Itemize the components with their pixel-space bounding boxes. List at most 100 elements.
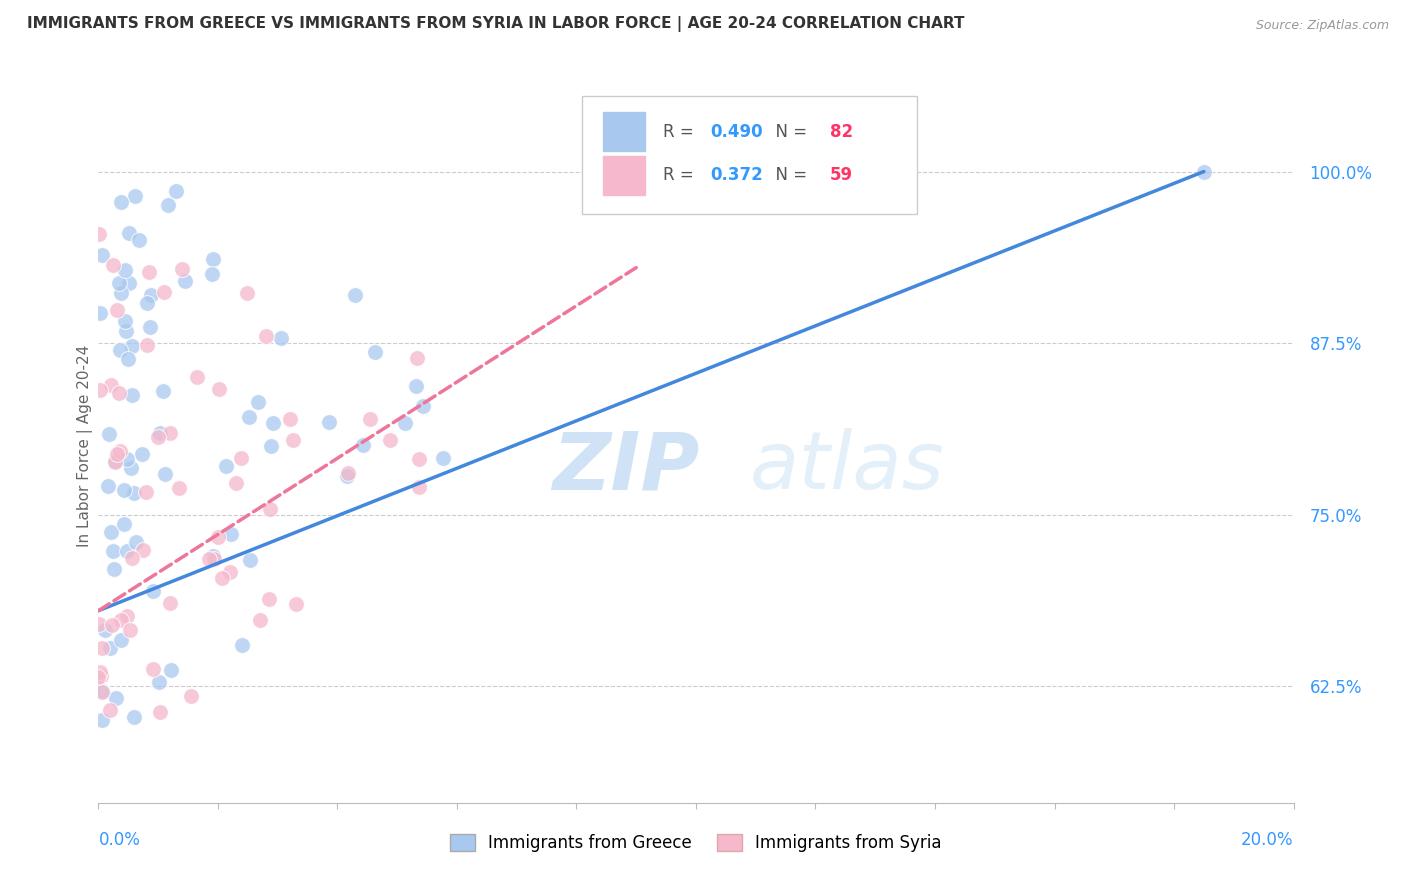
Point [149, 425, 172, 440]
Point [108, 276, 131, 290]
Point [118, 227, 141, 241]
Point [115, 544, 138, 558]
Point [337, 466, 360, 480]
Point [114, 262, 136, 277]
Point [149, 706, 172, 720]
Point [89, 665, 111, 680]
Point [141, 288, 163, 302]
Point [159, 663, 181, 677]
Point [229, 450, 252, 465]
Point [90, 248, 112, 262]
Point [202, 551, 225, 566]
Text: 82: 82 [830, 123, 853, 141]
Point [100, 524, 122, 539]
Point [262, 417, 284, 431]
Point [281, 433, 304, 447]
Point [121, 550, 143, 565]
Point [128, 233, 150, 247]
Point [87, 227, 110, 242]
Point [211, 571, 233, 585]
Point [148, 675, 170, 690]
Point [91, 685, 114, 699]
Point [236, 285, 259, 300]
Text: R =: R = [662, 123, 699, 141]
Point [238, 410, 260, 425]
Point [201, 267, 224, 281]
FancyBboxPatch shape [582, 96, 917, 214]
Point [104, 454, 127, 468]
Point [89, 383, 111, 397]
Point [120, 460, 142, 475]
Point [408, 452, 430, 467]
Point [208, 382, 231, 396]
Legend: Immigrants from Greece, Immigrants from Syria: Immigrants from Greece, Immigrants from … [443, 827, 949, 859]
Text: 0.490: 0.490 [710, 123, 763, 141]
Point [170, 261, 193, 276]
Point [115, 324, 138, 338]
Point [91, 684, 114, 698]
Point [260, 439, 283, 453]
Point [87, 617, 110, 632]
Point [207, 530, 229, 544]
Point [90, 669, 112, 683]
Point [167, 481, 190, 495]
Point [98, 426, 121, 441]
Point [1192, 164, 1215, 178]
Point [103, 561, 125, 575]
Point [152, 384, 174, 399]
Point [89, 306, 111, 320]
Point [136, 338, 159, 352]
Point [239, 553, 262, 567]
Point [131, 447, 153, 461]
Point [231, 638, 253, 652]
Point [336, 468, 359, 483]
Text: ZIP: ZIP [553, 428, 700, 507]
Point [259, 591, 281, 606]
Text: 0.372: 0.372 [710, 166, 763, 184]
Point [108, 444, 131, 458]
Point [121, 388, 143, 402]
Point [105, 691, 128, 706]
Point [159, 425, 181, 440]
Point [114, 314, 136, 328]
Point [157, 198, 180, 212]
Point [87, 670, 110, 684]
Point [98, 703, 121, 717]
Bar [603, 112, 644, 152]
Point [378, 433, 401, 447]
Point [117, 277, 139, 291]
Point [101, 258, 124, 272]
Point [124, 189, 146, 203]
Text: IMMIGRANTS FROM GREECE VS IMMIGRANTS FROM SYRIA IN LABOR FORCE | AGE 20-24 CORRE: IMMIGRANTS FROM GREECE VS IMMIGRANTS FRO… [27, 16, 965, 32]
Point [285, 597, 308, 611]
Point [405, 379, 427, 393]
Point [408, 480, 430, 494]
Text: R =: R = [662, 166, 699, 184]
Bar [603, 155, 644, 194]
Point [202, 252, 225, 266]
Point [118, 623, 141, 637]
Point [270, 331, 292, 345]
Point [202, 549, 225, 563]
Point [278, 411, 301, 425]
Point [138, 319, 160, 334]
Point [110, 286, 132, 301]
Point [117, 452, 139, 467]
Point [100, 378, 122, 392]
Text: Source: ZipAtlas.com: Source: ZipAtlas.com [1256, 19, 1389, 32]
Point [108, 386, 131, 401]
Point [110, 194, 132, 209]
Point [254, 329, 277, 343]
Point [180, 690, 202, 704]
Point [142, 584, 165, 599]
Point [412, 400, 434, 414]
Point [215, 459, 238, 474]
Point [247, 394, 270, 409]
Point [104, 455, 127, 469]
Point [259, 502, 281, 516]
Point [112, 517, 135, 532]
Text: 0.0%: 0.0% [98, 831, 141, 849]
Point [364, 345, 387, 359]
Text: atlas: atlas [749, 428, 945, 507]
Point [174, 274, 197, 288]
